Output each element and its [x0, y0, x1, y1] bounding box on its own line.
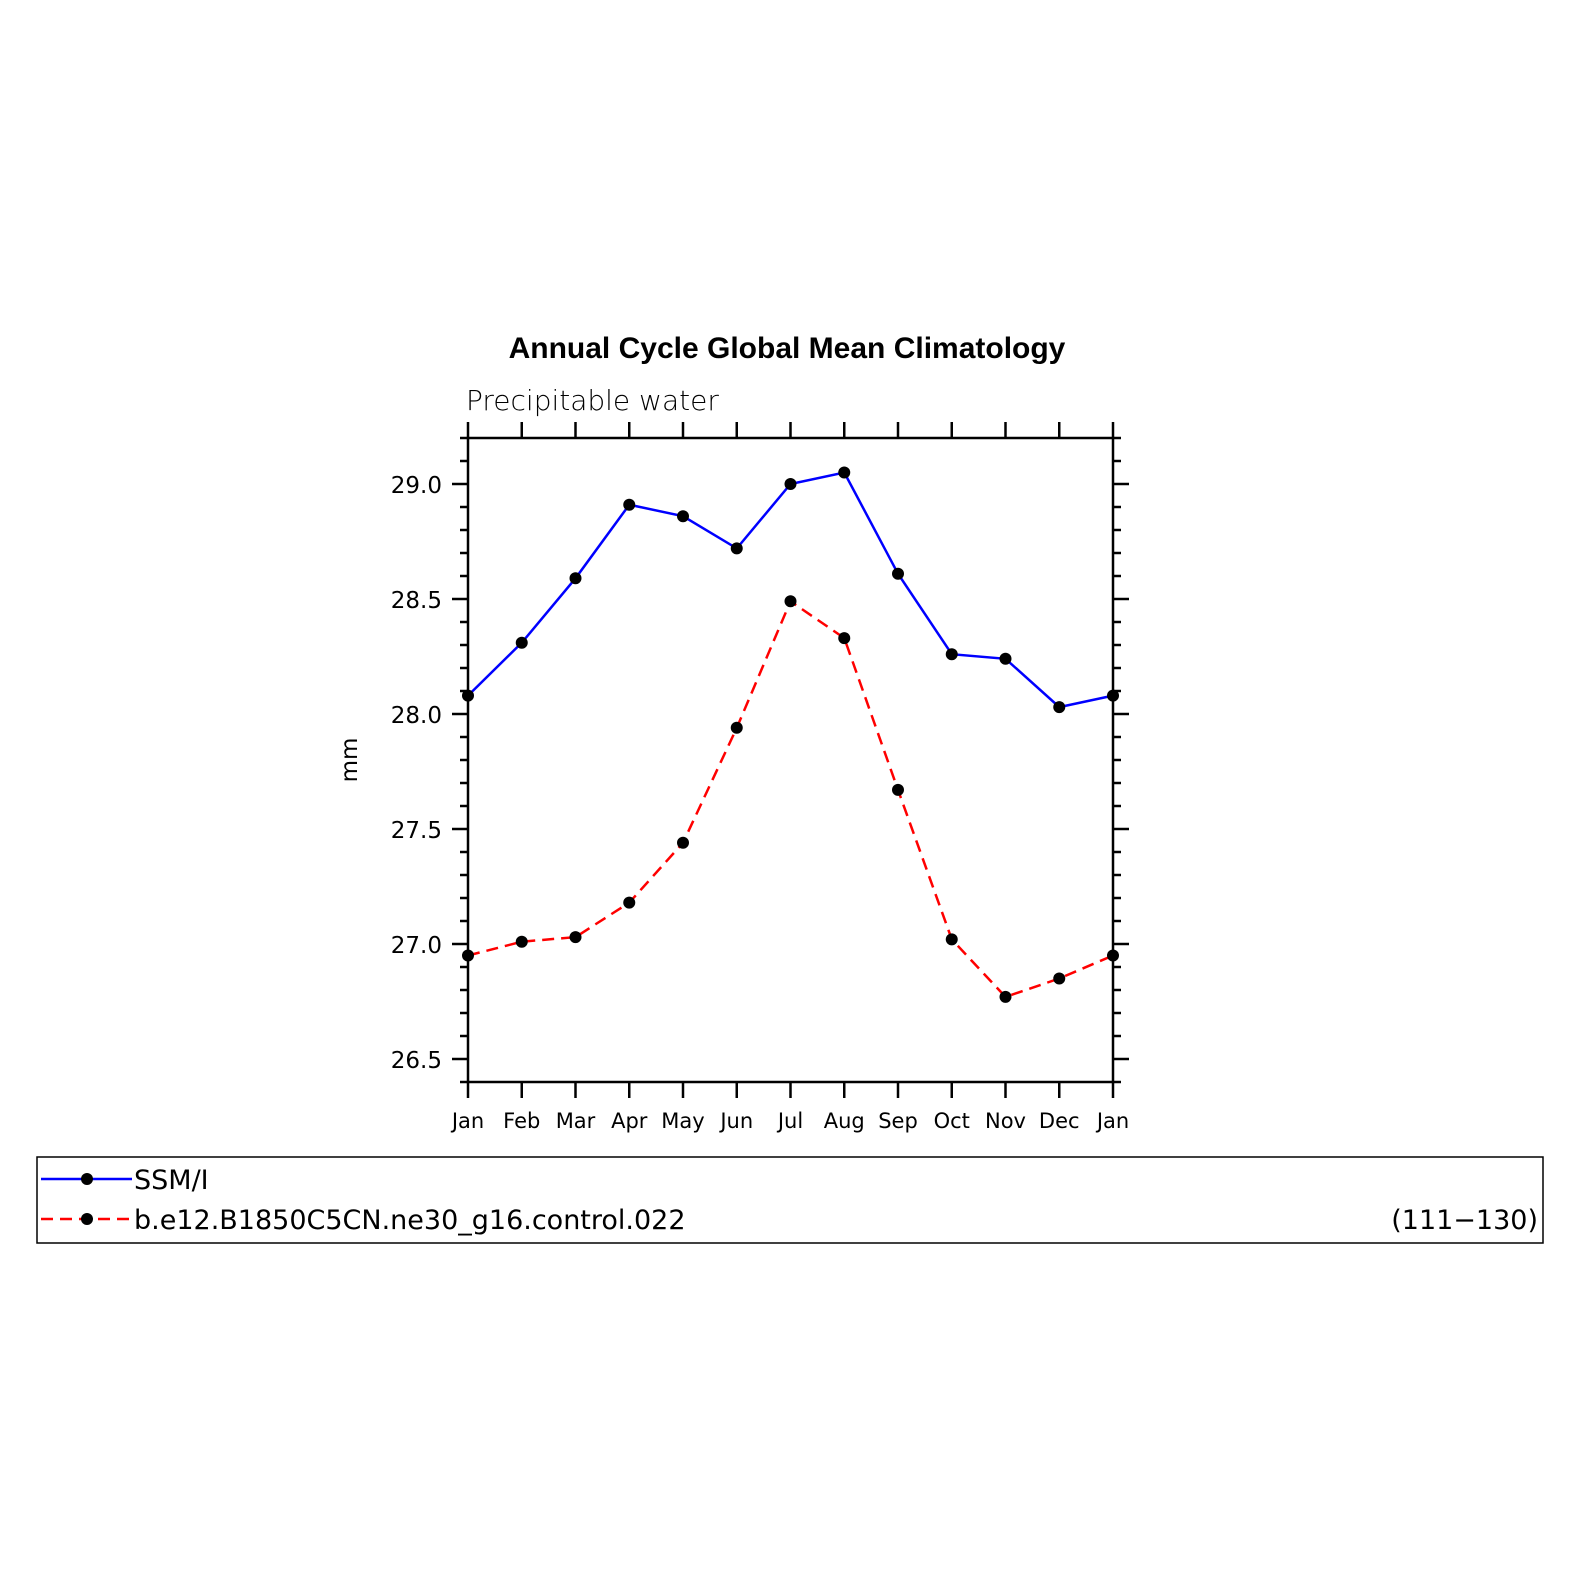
- data-point: [1107, 949, 1119, 962]
- data-point: [462, 949, 474, 962]
- chart-subtitle: Precipitable water: [466, 384, 719, 417]
- y-ticks: 26.5 27.0 27.5 28.0 28.5 29.0: [391, 436, 1129, 1084]
- data-point: [462, 689, 474, 702]
- x-tick-label: Aug: [824, 1109, 865, 1133]
- data-point: [677, 510, 689, 523]
- data-point: [677, 836, 689, 849]
- x-tick-label: Sep: [878, 1109, 918, 1133]
- series-layer: [462, 466, 1119, 1003]
- data-point: [784, 478, 797, 490]
- legend: SSM/I b.e12.B1850C5CN.ne30_g16.control.02…: [41, 1165, 1538, 1236]
- y-tick-label: 26.5: [391, 1048, 442, 1074]
- chart-title: Annual Cycle Global Mean Climatology: [509, 332, 1066, 365]
- data-point: [784, 595, 797, 608]
- legend-marker-2: [81, 1213, 93, 1225]
- y-tick-label: 28.0: [391, 703, 442, 729]
- data-point: [999, 652, 1012, 665]
- data-point: [623, 498, 636, 511]
- data-point: [838, 632, 851, 645]
- x-tick-label: Mar: [556, 1109, 596, 1133]
- data-point: [569, 572, 582, 585]
- y-axis-label: mm: [337, 738, 363, 783]
- data-point: [945, 933, 958, 946]
- x-tick-label: Apr: [611, 1109, 648, 1133]
- x-tick-label: Dec: [1039, 1109, 1080, 1133]
- x-tick-label: Nov: [985, 1109, 1026, 1133]
- legend-label-1: SSM/I: [134, 1165, 209, 1196]
- data-point: [1053, 972, 1066, 985]
- data-point: [569, 931, 582, 944]
- legend-years-2: (111−130): [1391, 1205, 1538, 1236]
- series-line-1: [467, 471, 1114, 709]
- x-tick-label: May: [661, 1109, 704, 1133]
- data-point: [730, 721, 743, 734]
- x-tick-label: Jan: [1095, 1109, 1129, 1133]
- series-line-2: [467, 599, 1114, 999]
- y-tick-label: 27.0: [391, 933, 442, 959]
- legend-label-2: b.e12.B1850C5CN.ne30_g16.control.022: [134, 1205, 686, 1236]
- x-ticks: Jan Feb Mar Apr May Jun Jul Aug Sep Oct Nov Dec Jan: [450, 422, 1129, 1133]
- y-tick-label: 27.5: [391, 818, 442, 844]
- legend-box: [36, 1156, 1544, 1244]
- x-tick-label: Oct: [934, 1109, 970, 1133]
- x-tick-label: Jan: [450, 1109, 484, 1133]
- data-point: [892, 783, 904, 796]
- legend-marker-1: [81, 1173, 93, 1185]
- data-point: [945, 648, 958, 661]
- data-point: [892, 567, 904, 580]
- data-point: [623, 896, 636, 909]
- data-point: [1053, 701, 1066, 714]
- data-point: [999, 990, 1012, 1003]
- data-point: [730, 542, 743, 555]
- y-tick-label: 28.5: [391, 588, 442, 614]
- data-point: [515, 935, 528, 948]
- plot-frame: [466, 436, 1115, 1084]
- y-tick-label: 29.0: [391, 473, 442, 499]
- x-tick-label: Jun: [718, 1109, 753, 1133]
- x-tick-label: Feb: [503, 1109, 540, 1133]
- x-tick-label: Jul: [776, 1109, 803, 1133]
- data-point: [838, 466, 851, 479]
- data-point: [1107, 689, 1119, 702]
- data-point: [515, 636, 528, 649]
